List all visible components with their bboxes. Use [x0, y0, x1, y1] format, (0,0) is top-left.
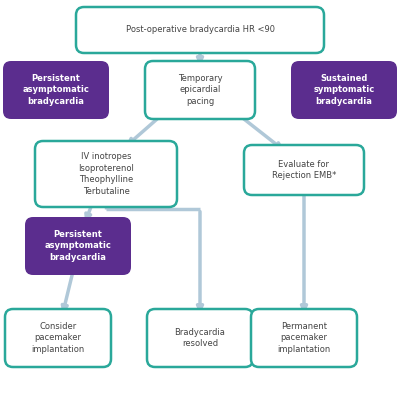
FancyBboxPatch shape — [244, 145, 364, 195]
Text: Bradycardia
resolved: Bradycardia resolved — [174, 328, 226, 348]
Text: Temporary
epicardial
pacing: Temporary epicardial pacing — [178, 74, 222, 106]
FancyBboxPatch shape — [3, 61, 109, 119]
Text: Persistent
asymptomatic
bradycardia: Persistent asymptomatic bradycardia — [44, 230, 112, 262]
FancyBboxPatch shape — [291, 61, 397, 119]
FancyBboxPatch shape — [35, 141, 177, 207]
Text: Consider
pacemaker
implantation: Consider pacemaker implantation — [31, 322, 85, 354]
FancyBboxPatch shape — [251, 309, 357, 367]
Text: Evaluate for
Rejection EMB*: Evaluate for Rejection EMB* — [272, 160, 336, 180]
FancyBboxPatch shape — [147, 309, 253, 367]
Text: Post-operative bradycardia HR <90: Post-operative bradycardia HR <90 — [126, 26, 274, 34]
Text: IV inotropes
Isoproterenol
Theophylline
Terbutaline: IV inotropes Isoproterenol Theophylline … — [78, 152, 134, 196]
FancyBboxPatch shape — [25, 217, 131, 275]
FancyBboxPatch shape — [145, 61, 255, 119]
FancyBboxPatch shape — [76, 7, 324, 53]
Text: Persistent
asymptomatic
bradycardia: Persistent asymptomatic bradycardia — [22, 74, 90, 106]
Text: Sustained
symptomatic
bradycardia: Sustained symptomatic bradycardia — [313, 74, 375, 106]
FancyBboxPatch shape — [5, 309, 111, 367]
Text: Permanent
pacemaker
implantation: Permanent pacemaker implantation — [277, 322, 331, 354]
